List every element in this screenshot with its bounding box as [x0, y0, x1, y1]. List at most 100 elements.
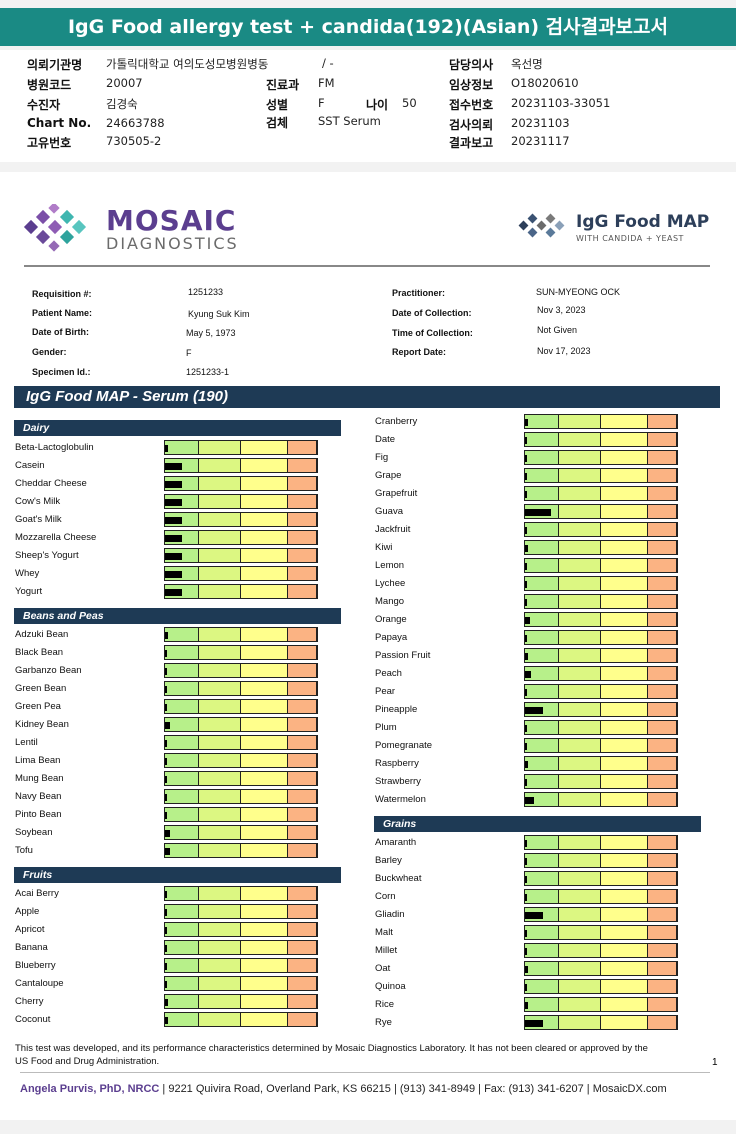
brand-igg-food-map: IgG Food MAP	[576, 212, 710, 232]
bar-zone-4	[648, 577, 677, 590]
food-name-rye: Rye	[375, 1017, 392, 1028]
bar-zone-2	[199, 772, 241, 785]
bar-zone-2	[199, 718, 241, 731]
bar-zone-4	[288, 646, 317, 659]
food-name-quinoa: Quinoa	[375, 981, 406, 992]
bar-zone-2	[559, 793, 601, 806]
bar-zone-1	[525, 836, 559, 849]
food-name-coconut: Coconut	[15, 1014, 51, 1025]
bar-zone-3	[601, 523, 648, 536]
reactivity-bar-raspberry	[524, 756, 678, 771]
food-name-sheep-s-yogurt: Sheep's Yogurt	[15, 550, 79, 561]
lab-director: Angela Purvis, PhD, NRCC	[20, 1083, 160, 1095]
bar-zone-4	[288, 754, 317, 767]
food-name-whey: Whey	[15, 568, 40, 579]
gender-value: F	[186, 348, 192, 358]
bar-zone-2	[559, 1016, 601, 1029]
bar-zone-4	[288, 887, 317, 900]
bar-zone-4	[648, 1016, 677, 1029]
reactivity-level-garbanzo-bean	[165, 668, 167, 675]
chart-no-value: 24663788	[106, 116, 165, 130]
bar-zone-2	[559, 469, 601, 482]
result-date-label: 결과보고	[449, 136, 494, 150]
bar-zone-4	[648, 685, 677, 698]
reactivity-bar-yogurt	[164, 584, 318, 599]
food-name-malt: Malt	[375, 927, 393, 938]
reactivity-level-banana	[165, 945, 167, 952]
bar-zone-1	[165, 959, 199, 972]
bar-zone-1	[165, 736, 199, 749]
reactivity-level-pineapple	[525, 707, 543, 714]
bar-zone-2	[559, 757, 601, 770]
reactivity-level-apricot	[165, 927, 167, 934]
age-value: 50	[402, 96, 417, 110]
reactivity-level-goat-s-milk	[165, 517, 182, 524]
food-name-green-pea: Green Pea	[15, 701, 61, 712]
food-name-cantaloupe: Cantaloupe	[15, 978, 64, 989]
reactivity-level-pinto-bean	[165, 812, 167, 819]
korean-header: 의뢰기관명 가톨릭대학교 여의도성모병원병동 병원코드 20007 수진자 김경…	[0, 50, 736, 162]
report-date-value: Nov 17, 2023	[537, 346, 591, 356]
reactivity-level-kiwi	[525, 545, 528, 552]
reactivity-bar-kiwi	[524, 540, 678, 555]
bar-zone-4	[288, 441, 317, 454]
bar-zone-4	[288, 1013, 317, 1026]
reactivity-level-oat	[525, 966, 528, 973]
reactivity-bar-banana	[164, 940, 318, 955]
reactivity-level-acai-berry	[165, 891, 167, 898]
bar-zone-4	[648, 613, 677, 626]
bar-zone-1	[165, 844, 199, 857]
reactivity-bar-lemon	[524, 558, 678, 573]
bar-zone-2	[199, 905, 241, 918]
bar-zone-3	[241, 459, 288, 472]
bar-zone-4	[288, 826, 317, 839]
bar-zone-2	[199, 513, 241, 526]
reactivity-level-raspberry	[525, 761, 528, 768]
food-name-buckwheat: Buckwheat	[375, 873, 422, 884]
reactivity-bar-mung-bean	[164, 771, 318, 786]
reactivity-bar-rice	[524, 997, 678, 1012]
food-name-plum: Plum	[375, 722, 397, 733]
bar-zone-3	[241, 585, 288, 598]
bar-zone-2	[199, 664, 241, 677]
report-page: MOSAIC DIAGNOSTICS IgG Food MAP WITH CAN…	[0, 172, 736, 1120]
reactivity-bar-malt	[524, 925, 678, 940]
bar-zone-1	[165, 826, 199, 839]
reactivity-level-rice	[525, 1002, 528, 1009]
dept-value: FM	[318, 76, 335, 90]
bar-zone-2	[199, 941, 241, 954]
bar-zone-4	[288, 567, 317, 580]
bar-zone-3	[241, 736, 288, 749]
bar-zone-3	[601, 757, 648, 770]
food-name-kiwi: Kiwi	[375, 542, 393, 553]
bar-zone-2	[199, 682, 241, 695]
bar-zone-4	[648, 836, 677, 849]
reactivity-level-lemon	[525, 563, 527, 570]
bar-zone-4	[288, 477, 317, 490]
doctor-value: 옥선명	[511, 57, 543, 71]
patient-label-kr: 수진자	[27, 98, 61, 112]
reactivity-bar-casein	[164, 458, 318, 473]
reactivity-bar-lentil	[164, 735, 318, 750]
bar-zone-1	[525, 631, 559, 644]
result-date-value: 20231117	[511, 134, 570, 148]
bar-zone-4	[648, 523, 677, 536]
bar-zone-4	[288, 923, 317, 936]
bar-zone-2	[559, 962, 601, 975]
bar-zone-2	[559, 433, 601, 446]
bar-zone-2	[199, 1013, 241, 1026]
bar-zone-2	[199, 477, 241, 490]
bar-zone-3	[241, 513, 288, 526]
igg-food-map-logo: IgG Food MAP WITH CANDIDA + YEAST	[518, 210, 709, 248]
reactivity-level-green-bean	[165, 686, 167, 693]
bar-zone-3	[241, 682, 288, 695]
bar-zone-3	[241, 826, 288, 839]
bar-zone-2	[559, 451, 601, 464]
bar-zone-1	[165, 772, 199, 785]
bar-zone-3	[241, 941, 288, 954]
bar-zone-3	[241, 441, 288, 454]
bar-zone-2	[199, 808, 241, 821]
bar-zone-4	[648, 451, 677, 464]
sex-label: 성별	[266, 98, 289, 112]
bar-zone-2	[559, 854, 601, 867]
